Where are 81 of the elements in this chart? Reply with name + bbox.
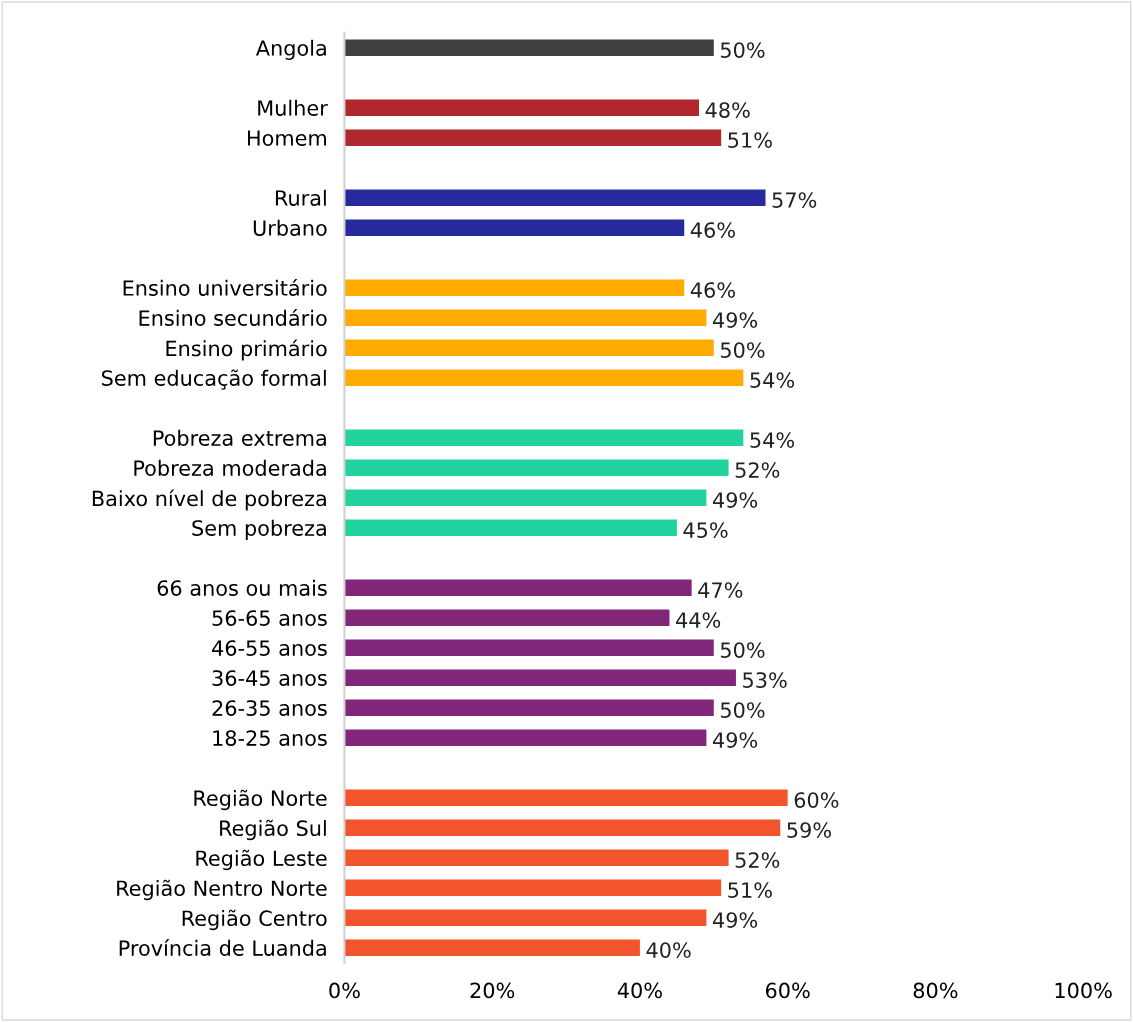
data-label: 44% — [676, 612, 721, 628]
y-tick-label: Pobreza moderada — [134, 459, 326, 476]
data-label: 46% — [690, 222, 735, 238]
data-label: 50% — [720, 342, 765, 358]
y-tick-label: Região Nentro Norte — [117, 879, 327, 901]
data-label: 54% — [750, 432, 795, 448]
bar — [344, 489, 707, 506]
data-label: 47% — [698, 582, 743, 598]
y-tick-label: Pobreza extrema — [153, 429, 326, 446]
data-label: 60% — [794, 792, 839, 808]
x-tick-label: 0% — [329, 982, 360, 999]
bar — [344, 849, 729, 866]
bar — [344, 639, 714, 656]
y-tick-label: 26-35 anos — [212, 700, 327, 716]
bar — [344, 699, 714, 716]
bar — [344, 789, 788, 806]
bar — [344, 669, 736, 686]
y-tick-label: Urbano — [253, 219, 327, 236]
y-tick-label: Província de Luanda — [119, 938, 326, 956]
bar — [344, 819, 781, 836]
y-tick-label: 36-45 anos — [212, 670, 327, 686]
data-label: 59% — [787, 822, 831, 838]
y-tick-label: Ensino universitário — [123, 278, 327, 296]
data-label: 49% — [712, 732, 758, 748]
y-tick-label: 18-25 anos — [213, 730, 327, 746]
bar — [344, 279, 685, 296]
data-label: 52% — [735, 462, 780, 478]
x-tick-label: 60% — [765, 982, 810, 999]
y-tick-label: Baixo nível de pobreza — [92, 489, 326, 511]
y-tick-label: Região Centro — [182, 909, 327, 931]
bar — [344, 729, 707, 746]
y-tick-label: Rural — [275, 189, 326, 206]
y-tick-label: Sem pobreza — [192, 519, 326, 540]
bar — [344, 939, 640, 956]
x-tick-label: 100% — [1055, 982, 1112, 999]
y-tick-label: 56-65 anos — [212, 610, 327, 626]
data-label: 50% — [720, 42, 765, 58]
x-tick-label: 20% — [470, 982, 515, 999]
data-label: 49% — [712, 912, 758, 928]
y-tick-label: Mulher — [258, 99, 328, 116]
y-tick-label: 66 anos ou mais — [157, 579, 327, 596]
data-label: 45% — [683, 522, 728, 538]
bar — [344, 309, 707, 326]
y-tick-label: Região Norte — [194, 789, 327, 811]
data-label: 49% — [712, 312, 758, 328]
y-tick-label: Ensino primário — [166, 339, 327, 361]
bar — [344, 99, 700, 116]
data-label: 49% — [712, 492, 758, 508]
y-tick-label: 46-55 anos — [212, 640, 327, 656]
x-tick-label: 40% — [617, 982, 662, 999]
bar — [344, 579, 692, 596]
bar — [344, 459, 729, 476]
data-label: 51% — [728, 882, 772, 898]
y-tick-label: Homem — [247, 130, 326, 146]
data-label: 50% — [720, 642, 765, 658]
data-label: 48% — [705, 102, 750, 118]
bar — [344, 429, 744, 446]
y-tick-label: Ensino secundário — [139, 308, 327, 326]
data-label: 54% — [750, 372, 795, 388]
bar — [344, 369, 744, 386]
bar — [344, 519, 677, 536]
data-label: 46% — [690, 282, 735, 298]
bar — [344, 189, 766, 206]
bar — [344, 129, 722, 146]
bar — [344, 219, 685, 236]
data-label: 50% — [720, 702, 765, 718]
bar — [344, 879, 722, 896]
y-tick-label: Sem educação formal — [101, 369, 326, 390]
data-label: 51% — [728, 132, 772, 148]
y-tick-label: Região Leste — [196, 849, 327, 871]
data-label: 53% — [743, 672, 787, 688]
x-tick-label: 80% — [913, 982, 958, 999]
y-tick-label: Região Sul — [220, 819, 326, 841]
data-label: 52% — [735, 852, 780, 868]
bar — [344, 339, 714, 356]
bar — [344, 609, 670, 626]
data-label: 57% — [772, 192, 817, 208]
bar — [344, 909, 707, 926]
y-tick-label: Angola — [255, 39, 326, 60]
data-label: 40% — [646, 942, 691, 958]
bar — [344, 39, 714, 56]
